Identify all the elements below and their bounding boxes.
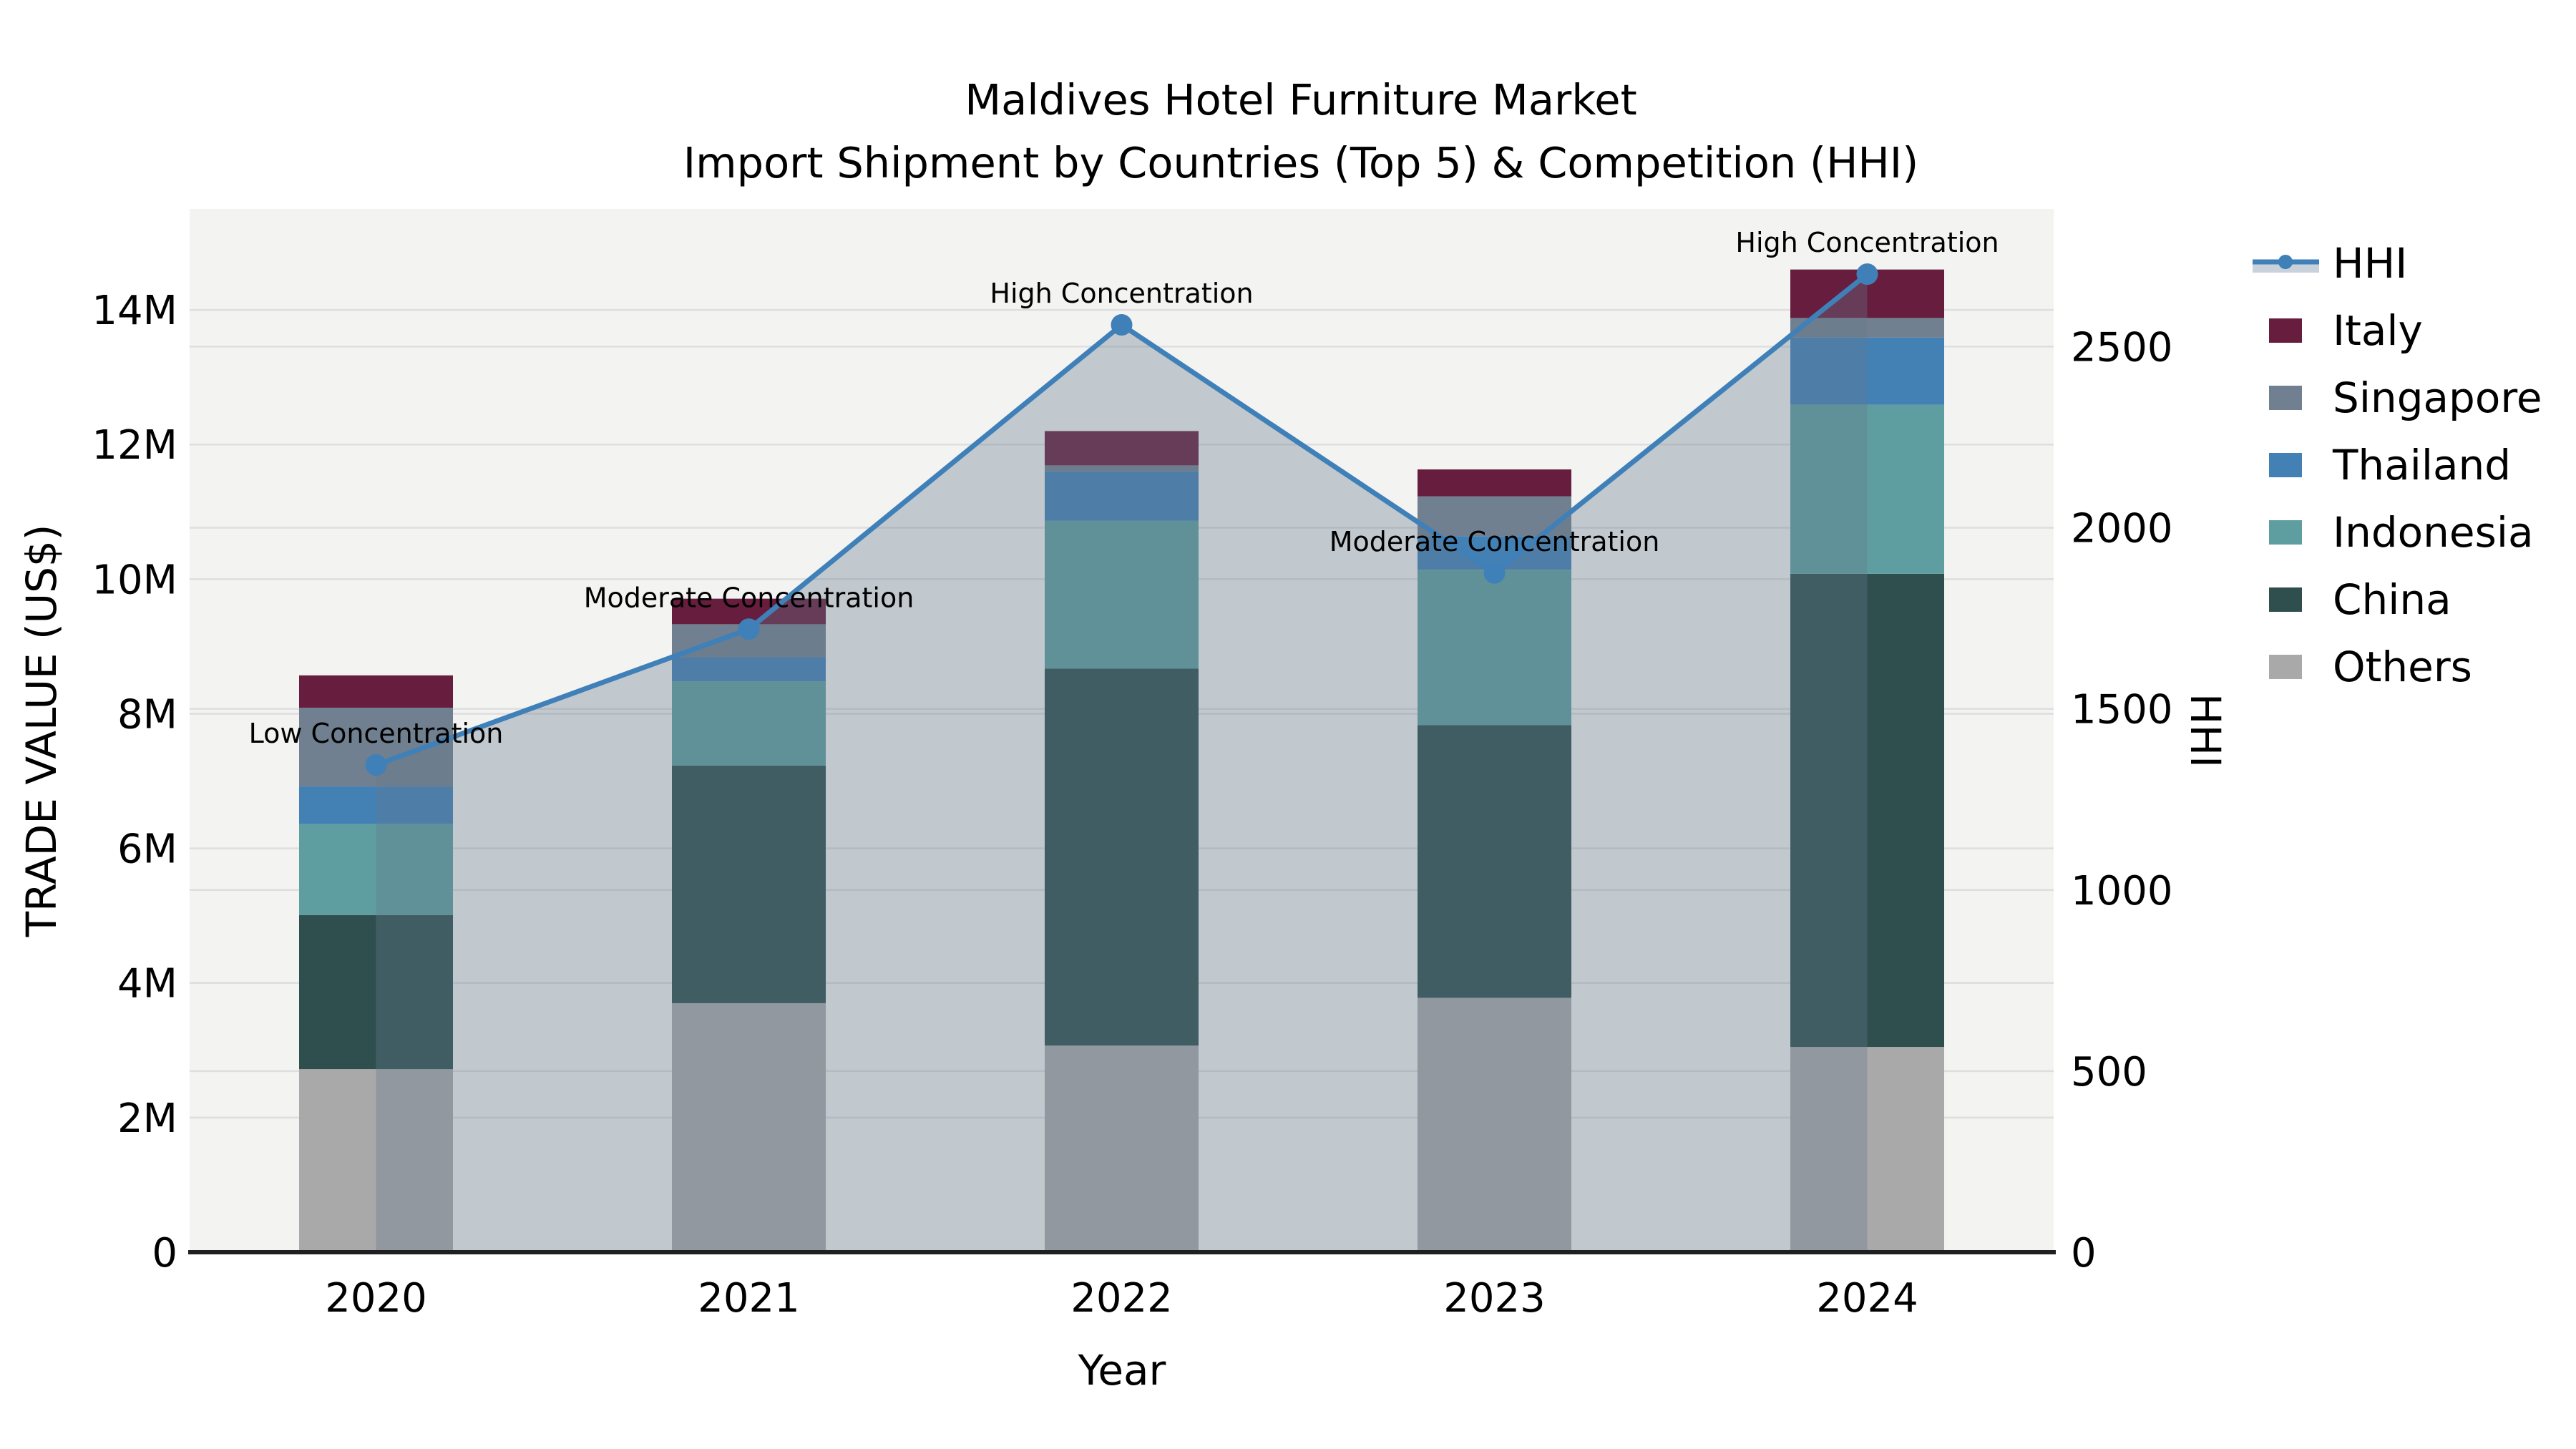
legend-label-italy: Italy: [2333, 306, 2423, 355]
y-left-tick-label-0: 0: [152, 1230, 177, 1277]
y-left-axis-label: TRADE VALUE (US$): [17, 525, 66, 938]
bar-segment-china-2021: [672, 765, 826, 1003]
x-axis-label: Year: [1078, 1346, 1166, 1395]
legend-swatch-china: [2269, 587, 2302, 612]
x-tick-label-2024: 2024: [1816, 1275, 1918, 1322]
legend-item-others: Others: [2269, 643, 2472, 691]
bar-segment-singapore-2022: [1045, 465, 1199, 472]
bar-segment-indonesia-2023: [1418, 570, 1571, 726]
legend-swatch-singapore: [2269, 386, 2302, 410]
bar-segment-others-2021: [672, 1002, 826, 1252]
y-left-tick-label-10M: 10M: [92, 557, 177, 603]
y-left-tick-label-6M: 6M: [117, 826, 177, 873]
bar-segment-indonesia-2021: [672, 681, 826, 766]
y-right-tick-label-500: 500: [2071, 1049, 2147, 1096]
y-left-tick-label-12M: 12M: [92, 422, 177, 469]
y-left-tick-label-14M: 14M: [92, 288, 177, 334]
legend-item-indonesia: Indonesia: [2269, 508, 2533, 557]
x-tick-label-2022: 2022: [1070, 1275, 1173, 1322]
legend-label-indonesia: Indonesia: [2333, 508, 2533, 557]
legend-label-others: Others: [2333, 643, 2472, 691]
y-left-tick-label-2M: 2M: [117, 1096, 177, 1142]
legend-swatch-thailand: [2269, 453, 2302, 477]
legend-label-china: China: [2333, 575, 2451, 624]
annotation-2022: High Concentration: [990, 278, 1253, 309]
bar-segment-italy-2022: [1045, 431, 1199, 466]
legend-label-thailand: Thailand: [2332, 441, 2511, 489]
annotation-2023: Moderate Concentration: [1330, 526, 1660, 557]
annotation-2020: Low Concentration: [249, 718, 504, 749]
hhi-marker-2023: [1483, 562, 1506, 584]
legend-label-hhi: HHI: [2333, 239, 2407, 288]
y-right-axis-label: HHI: [2181, 693, 2230, 768]
chart-title-line2: Import Shipment by Countries (Top 5) & C…: [683, 138, 1918, 187]
bar-segment-thailand-2021: [672, 657, 826, 682]
legend-label-singapore: Singapore: [2333, 374, 2542, 422]
y-right-tick-label-2000: 2000: [2071, 506, 2173, 552]
legend-swatch-others: [2269, 655, 2302, 679]
bar-segment-china-2023: [1418, 725, 1571, 998]
bar-segment-china-2020: [299, 914, 453, 1070]
bar-segment-others-2023: [1418, 997, 1571, 1252]
y-left-tick-label-8M: 8M: [117, 691, 177, 738]
y-right-tick-label-1500: 1500: [2071, 687, 2173, 733]
legend-item-singapore: Singapore: [2269, 374, 2542, 422]
y-right-tick-label-2500: 2500: [2071, 324, 2173, 371]
bar-segment-thailand-2022: [1045, 471, 1199, 521]
y-right-tick-label-1000: 1000: [2071, 868, 2173, 914]
hhi-marker-2020: [365, 754, 387, 776]
hhi-area-fill: [376, 274, 1868, 1252]
bar-segment-china-2024: [1790, 573, 1944, 1048]
x-tick-label-2020: 2020: [325, 1275, 427, 1322]
bar-segment-indonesia-2020: [299, 824, 453, 915]
bar-segment-thailand-2020: [299, 786, 453, 824]
bar-segment-others-2024: [1790, 1047, 1944, 1252]
legend-item-thailand: Thailand: [2269, 441, 2511, 489]
bar-segment-italy-2020: [299, 675, 453, 708]
annotation-2024: High Concentration: [1735, 227, 1999, 258]
hhi-marker-2022: [1111, 314, 1133, 336]
bar-segment-thailand-2024: [1790, 337, 1944, 405]
bar-segment-others-2022: [1045, 1045, 1199, 1252]
bar-segment-indonesia-2022: [1045, 520, 1199, 669]
legend-item-hhi: HHI: [2253, 239, 2407, 288]
legend-item-china: China: [2269, 575, 2451, 624]
y-right-tick-label-0: 0: [2071, 1230, 2097, 1277]
chart-title-line1: Maldives Hotel Furniture Market: [965, 75, 1637, 125]
hhi-marker-2021: [738, 618, 760, 640]
legend-swatch-italy: [2269, 318, 2302, 343]
legend-swatch-indonesia: [2269, 520, 2302, 545]
annotation-2021: Moderate Concentration: [584, 582, 914, 613]
bar-segment-china-2022: [1045, 668, 1199, 1046]
x-tick-label-2021: 2021: [698, 1275, 800, 1322]
bar-segment-italy-2023: [1418, 469, 1571, 497]
hhi-marker-2024: [1856, 263, 1878, 286]
y-left-tick-label-4M: 4M: [117, 961, 177, 1008]
bar-segment-indonesia-2024: [1790, 404, 1944, 574]
x-tick-label-2023: 2023: [1443, 1275, 1546, 1322]
legend-item-italy: Italy: [2269, 306, 2423, 355]
bar-segment-singapore-2024: [1790, 318, 1944, 338]
legend-hhi-marker: [2278, 255, 2293, 269]
bar-segment-others-2020: [299, 1069, 453, 1252]
